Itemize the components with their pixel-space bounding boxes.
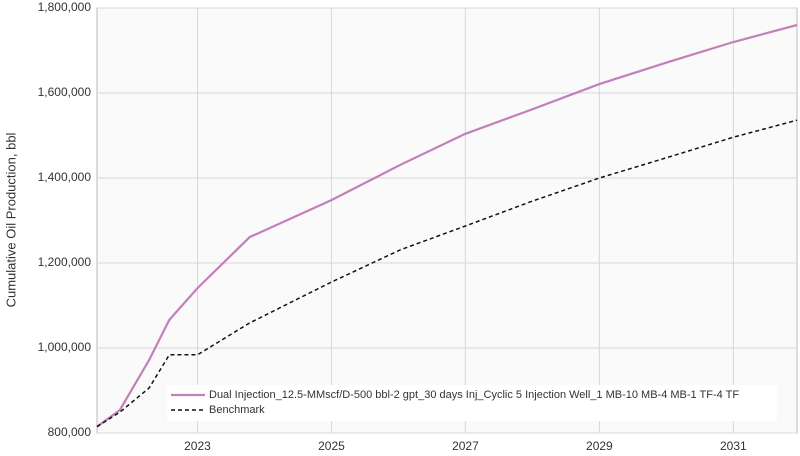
x-tick-label: 2029 <box>586 439 613 453</box>
y-tick-label: 1,200,000 <box>38 255 92 269</box>
x-tick-label: 2027 <box>452 439 479 453</box>
legend-label: Benchmark <box>209 404 265 416</box>
x-tick-label: 2025 <box>318 439 345 453</box>
y-tick-label: 1,800,000 <box>38 0 92 14</box>
legend-label: Dual Injection_12.5-MMscf/D-500 bbl-2 gp… <box>209 389 739 401</box>
line-series <box>96 119 798 428</box>
y-tick-label: 1,400,000 <box>38 170 92 184</box>
y-tick-label: 1,600,000 <box>38 85 92 99</box>
x-tick-label: 2023 <box>184 439 211 453</box>
plot-area <box>96 7 798 434</box>
y-tick-label: 1,000,000 <box>38 340 92 354</box>
legend-box <box>167 385 777 421</box>
y-tick-label: 800,000 <box>48 425 92 439</box>
x-tick-label: 2031 <box>720 439 747 453</box>
line-series <box>96 23 798 428</box>
y-axis-label: Cumulative Oil Production, bbl <box>3 132 18 307</box>
